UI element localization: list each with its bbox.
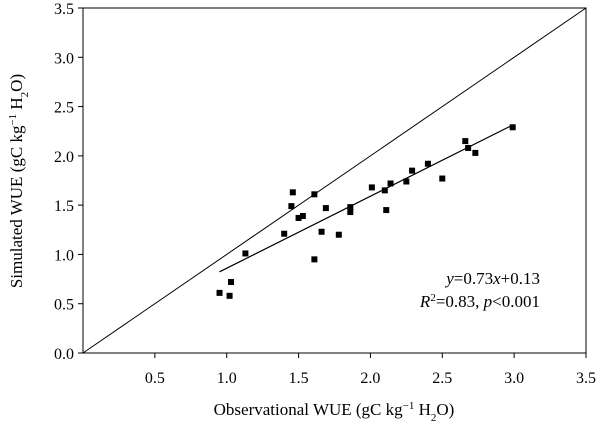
- data-point: [381, 187, 388, 194]
- stat-r: R: [419, 292, 431, 311]
- y-tick-label: 2.5: [54, 100, 74, 117]
- xlabel-h: H: [414, 400, 431, 419]
- data-point: [472, 149, 479, 156]
- regression-fit-line: [219, 124, 513, 273]
- y-tick-label: 1.5: [54, 198, 74, 215]
- stat-r-sup: 2: [430, 292, 436, 304]
- data-point: [318, 228, 325, 235]
- data-point: [288, 203, 295, 210]
- reference-lines: [82, 7, 587, 354]
- regression-stats: R2=0.83, p<0.001: [419, 292, 540, 311]
- x-tick-label: 3.5: [576, 370, 596, 387]
- stat-p-value: <0.001: [492, 292, 540, 311]
- x-tick-label: 0.5: [145, 370, 165, 387]
- ylabel-end: O): [7, 74, 26, 92]
- y-axis-title: Simulated WUE (gC kg−1 H2O): [7, 74, 31, 288]
- y-tick-label: 3.5: [54, 1, 74, 18]
- data-point: [289, 189, 296, 196]
- ylabel-main: Simulated WUE (gC kg: [7, 125, 26, 288]
- eq-x-var: x: [492, 269, 501, 288]
- data-point: [228, 279, 235, 286]
- ylabel-sup: −1: [7, 114, 19, 126]
- x-tick-label: 1.5: [289, 370, 309, 387]
- data-point: [347, 209, 354, 216]
- data-point: [347, 204, 354, 211]
- x-tick-label: 1.0: [217, 370, 237, 387]
- data-point: [439, 175, 446, 182]
- x-axis-title: Observational WUE (gC kg−1 H2O): [214, 400, 455, 424]
- data-point: [387, 180, 394, 187]
- data-point: [465, 144, 472, 151]
- y-tick-label: 0.0: [54, 346, 74, 363]
- y-tick-label: 3.0: [54, 50, 74, 67]
- data-point: [383, 207, 390, 214]
- data-points: [216, 124, 516, 299]
- data-point: [295, 214, 302, 221]
- one-to-one-line: [82, 7, 587, 354]
- data-point: [335, 231, 342, 238]
- data-point: [424, 160, 431, 167]
- stat-r-value: =0.83,: [436, 292, 484, 311]
- y-tick-label: 0.5: [54, 297, 74, 314]
- eq-slope: =0.73: [454, 269, 493, 288]
- data-point: [226, 292, 233, 299]
- xlabel-main: Observational WUE (gC kg: [214, 400, 404, 419]
- data-point: [299, 212, 306, 219]
- y-axis-ticks: 0.0 0.5 1.0 1.5 2.0 2.5 3.0 3.5: [54, 1, 83, 363]
- data-point: [509, 124, 516, 131]
- regression-equation: y=0.73x+0.13: [444, 269, 540, 288]
- data-point: [409, 167, 416, 174]
- x-tick-label: 2.0: [360, 370, 380, 387]
- x-tick-label: 2.5: [432, 370, 452, 387]
- data-point: [368, 184, 375, 191]
- data-point: [216, 289, 223, 296]
- data-point: [322, 205, 329, 212]
- stat-p: p: [483, 292, 493, 311]
- plot-frame: [82, 7, 587, 354]
- y-tick-label: 1.0: [54, 247, 74, 264]
- eq-y-var: y: [444, 269, 454, 288]
- ylabel-h: H: [7, 97, 26, 114]
- xlabel-sub: 2: [431, 412, 437, 424]
- data-point: [311, 256, 318, 263]
- eq-intercept: +0.13: [501, 269, 540, 288]
- data-point: [311, 191, 318, 198]
- y-tick-label: 2.0: [54, 149, 74, 166]
- data-point: [462, 138, 469, 145]
- xlabel-sup: −1: [403, 400, 415, 412]
- x-tick-label: 3.0: [504, 370, 524, 387]
- xlabel-end: O): [436, 400, 454, 419]
- ylabel-sub: 2: [19, 92, 31, 98]
- data-point: [242, 250, 249, 257]
- data-point: [403, 178, 410, 185]
- data-point: [281, 230, 288, 237]
- x-axis-ticks: 0.5 1.0 1.5 2.0 2.5 3.0 3.5: [145, 353, 596, 387]
